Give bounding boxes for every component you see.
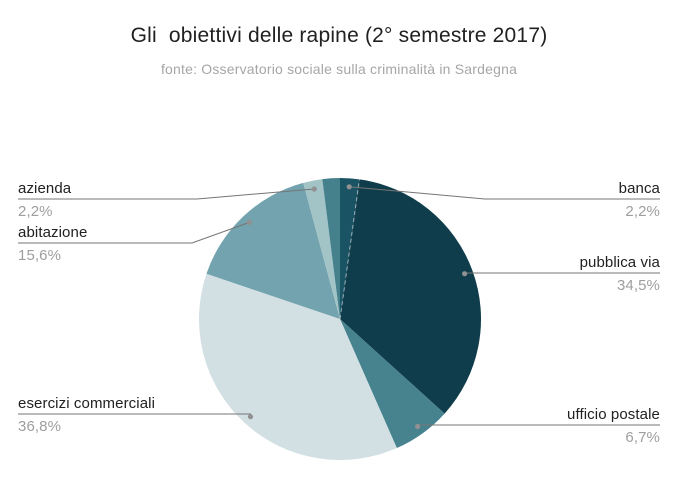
callout-esercizi-commerciali: esercizi commerciali 36,8% — [18, 394, 298, 436]
leader-dot — [415, 423, 421, 430]
callout-pubblica-via: pubblica via 34,5% — [380, 253, 660, 295]
pie-slice-unlabeled[interactable] — [322, 178, 340, 319]
pie-slice-ufficio-postale[interactable] — [340, 319, 445, 449]
slice-percent: 36,8% — [18, 418, 62, 435]
slice-label: ufficio postale — [567, 406, 660, 423]
leader-dot — [246, 219, 252, 225]
slice-label: banca — [618, 180, 660, 197]
leader-dot — [247, 414, 254, 420]
slice-percent: 34,5% — [616, 277, 660, 294]
pie-slice-esercizi-commerciali[interactable] — [199, 273, 397, 461]
slice-percent: 15,6% — [18, 247, 62, 264]
leader-line — [18, 188, 315, 200]
chart-subtitle: fonte: Osservatorio sociale sulla crimin… — [160, 61, 518, 77]
slice-percent: 6,7% — [625, 429, 660, 446]
slice-label: pubblica via — [579, 254, 660, 271]
leader-line — [18, 221, 250, 244]
pie-slice-azienda[interactable] — [303, 179, 340, 319]
leader-line — [349, 186, 660, 200]
slice-label: esercizi commerciali — [18, 395, 156, 412]
slice-label: abitazione — [18, 224, 88, 241]
callout-banca: banca 2,2% — [380, 179, 660, 221]
callout-ufficio-postale: ufficio postale 6,7% — [380, 405, 660, 447]
chart-title: Gli obiettivi delle rapine (2° semestre … — [130, 24, 548, 47]
pie-slice-pubblica-via[interactable] — [340, 179, 482, 414]
pie-slice-abitazione[interactable] — [206, 182, 340, 319]
leader-dot — [462, 271, 468, 277]
slice-percent: 2,2% — [625, 203, 660, 220]
slice-percent: 2,2% — [18, 203, 53, 220]
slice-separator-dashed — [339, 179, 360, 320]
slice-label: azienda — [18, 180, 72, 197]
callout-abitazione: abitazione 15,6% — [18, 223, 298, 265]
leader-dot — [311, 186, 317, 192]
callout-azienda: azienda 2,2% — [18, 179, 298, 221]
leader-dot — [346, 184, 352, 190]
